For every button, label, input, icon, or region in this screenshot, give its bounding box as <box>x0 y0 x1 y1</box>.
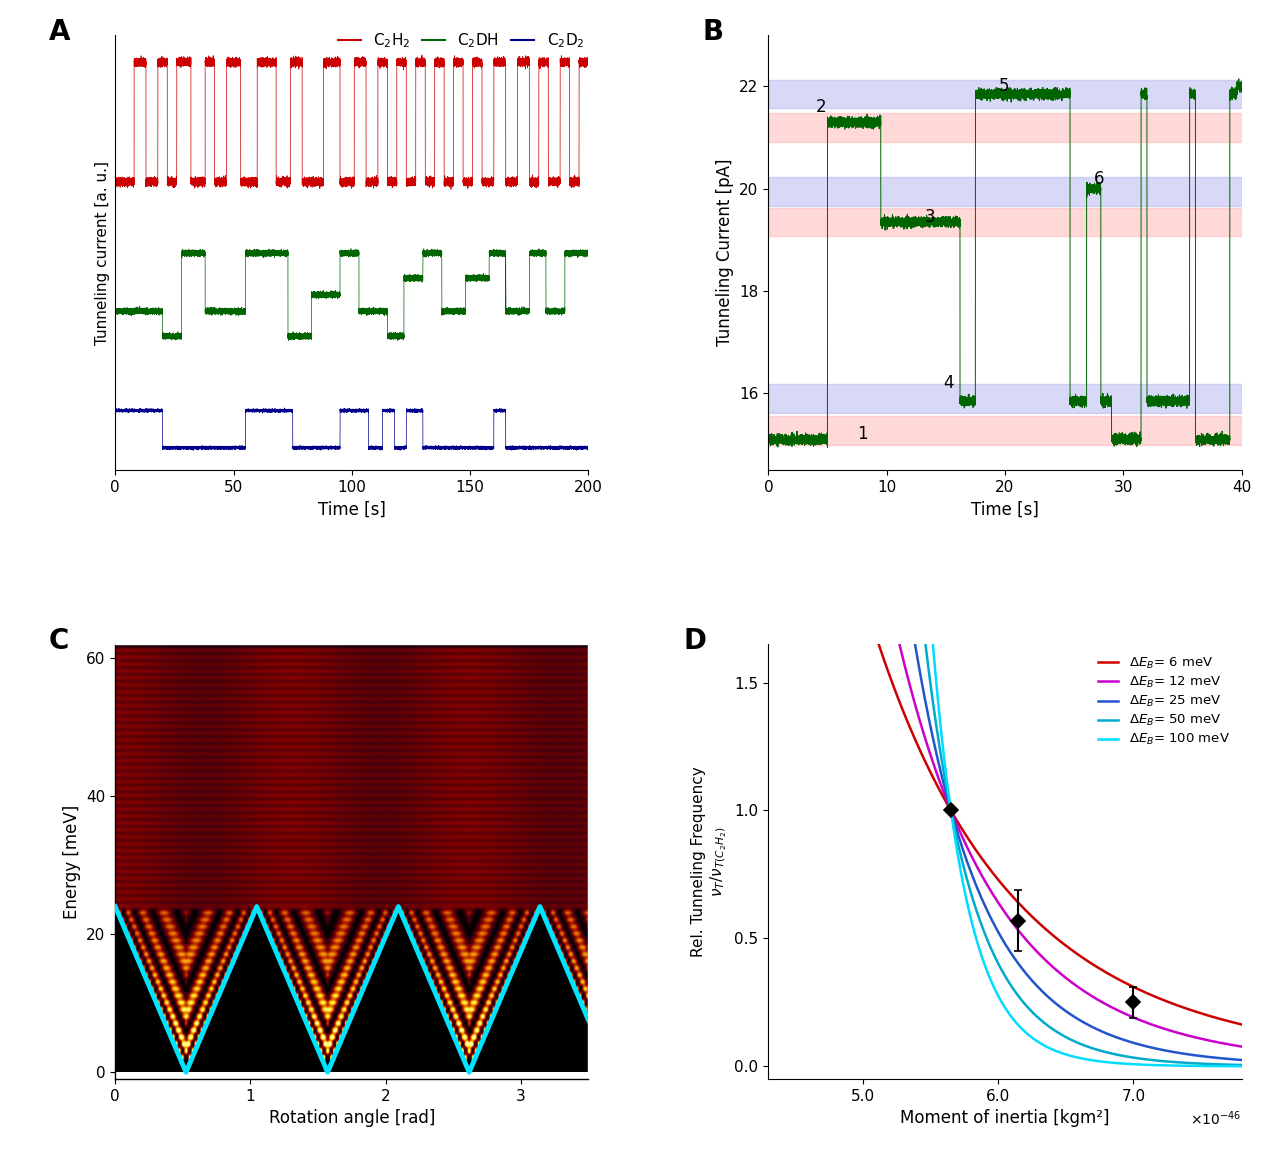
Text: 3: 3 <box>924 208 936 226</box>
Y-axis label: Rel. Tunneling Frequency
$\nu_T / \nu_{T(C_2H_2)}$: Rel. Tunneling Frequency $\nu_T / \nu_{T… <box>691 766 728 957</box>
Text: D: D <box>684 626 707 655</box>
Text: C: C <box>49 626 69 655</box>
Legend: C$_2$H$_2$, C$_2$DH, C$_2$D$_2$: C$_2$H$_2$, C$_2$DH, C$_2$D$_2$ <box>332 26 590 56</box>
Text: 4: 4 <box>943 374 954 392</box>
X-axis label: Rotation angle [rad]: Rotation angle [rad] <box>269 1110 435 1127</box>
Text: $\times 10^{-46}$: $\times 10^{-46}$ <box>1190 1110 1242 1128</box>
Legend: $\Delta E_B$= 6 meV, $\Delta E_B$= 12 meV, $\Delta E_B$= 25 meV, $\Delta E_B$= 5: $\Delta E_B$= 6 meV, $\Delta E_B$= 12 me… <box>1093 651 1235 753</box>
Bar <box>768 80 1242 108</box>
Text: 2: 2 <box>815 99 827 116</box>
X-axis label: Time [s]: Time [s] <box>972 501 1039 518</box>
X-axis label: Moment of inertia [kgm²]: Moment of inertia [kgm²] <box>900 1110 1110 1127</box>
Bar <box>768 416 1242 445</box>
Text: A: A <box>49 18 70 46</box>
Text: B: B <box>701 18 723 46</box>
X-axis label: Time [s]: Time [s] <box>317 501 385 518</box>
Y-axis label: Energy [meV]: Energy [meV] <box>63 805 81 918</box>
Text: 1: 1 <box>858 426 868 443</box>
Y-axis label: Tunneling current [a. u.]: Tunneling current [a. u.] <box>95 161 110 345</box>
Bar <box>768 385 1242 413</box>
Bar <box>768 177 1242 205</box>
Text: 6: 6 <box>1093 170 1105 188</box>
Y-axis label: Tunneling Current [pA]: Tunneling Current [pA] <box>716 158 733 346</box>
Bar <box>768 113 1242 142</box>
Bar <box>768 208 1242 236</box>
Text: 5: 5 <box>1000 77 1010 95</box>
